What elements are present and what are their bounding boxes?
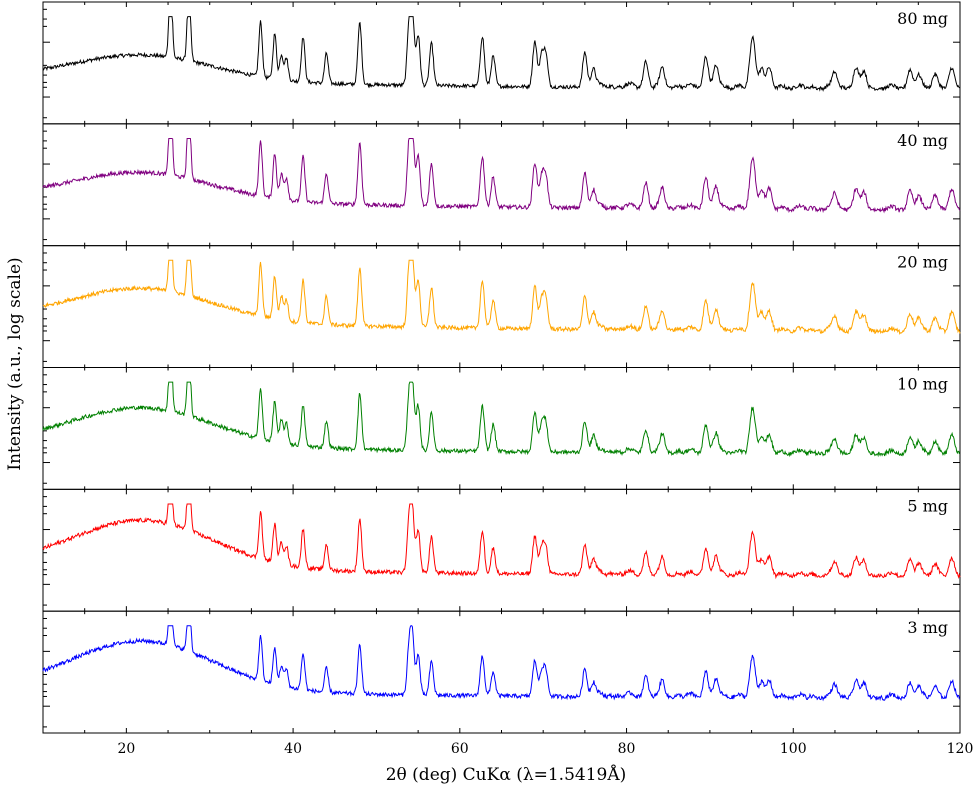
series-line-10-mg — [42, 381, 961, 458]
panel-80-mg: 80 mg — [42, 1, 961, 125]
panel-40-mg: 40 mg — [42, 123, 961, 247]
series-label: 80 mg — [897, 9, 948, 28]
x-tick-label: 80 — [618, 741, 636, 757]
series-line-5-mg — [42, 503, 961, 580]
x-tick-label: 120 — [947, 741, 974, 757]
series-line-20-mg — [42, 259, 961, 335]
panel-frame — [42, 245, 961, 369]
panels-group: 80 mg 40 mg 20 mg 10 mg 5 mg 3 mg — [42, 1, 961, 734]
panel-frame — [42, 610, 961, 734]
panel-frame — [42, 1, 961, 125]
panel-20-mg: 20 mg — [42, 245, 961, 369]
panel-10-mg: 10 mg — [42, 367, 961, 490]
series-label: 3 mg — [907, 618, 948, 637]
series-label: 10 mg — [897, 375, 948, 394]
series-line-3-mg — [42, 625, 961, 702]
series-line-80-mg — [42, 16, 961, 92]
panel-frame — [42, 367, 961, 490]
x-axis-label: 2θ (deg) CuKα (λ=1.5419Å) — [386, 764, 627, 785]
series-line-40-mg — [42, 138, 961, 214]
panel-frame — [42, 488, 961, 612]
x-tick-label: 20 — [117, 741, 135, 757]
series-label: 40 mg — [897, 131, 948, 150]
x-tick-label: 40 — [284, 741, 302, 757]
panel-3-mg: 3 mg — [42, 610, 961, 734]
y-axis-label: Intensity (a.u., log scale) — [5, 257, 25, 470]
x-tick-labels: 20 40 60 80 100 120 — [117, 741, 973, 757]
x-tick-label: 60 — [451, 741, 469, 757]
panel-frame — [42, 123, 961, 247]
x-tick-label: 100 — [780, 741, 807, 757]
series-label: 20 mg — [897, 253, 948, 272]
series-label: 5 mg — [907, 496, 948, 515]
panel-5-mg: 5 mg — [42, 488, 961, 612]
